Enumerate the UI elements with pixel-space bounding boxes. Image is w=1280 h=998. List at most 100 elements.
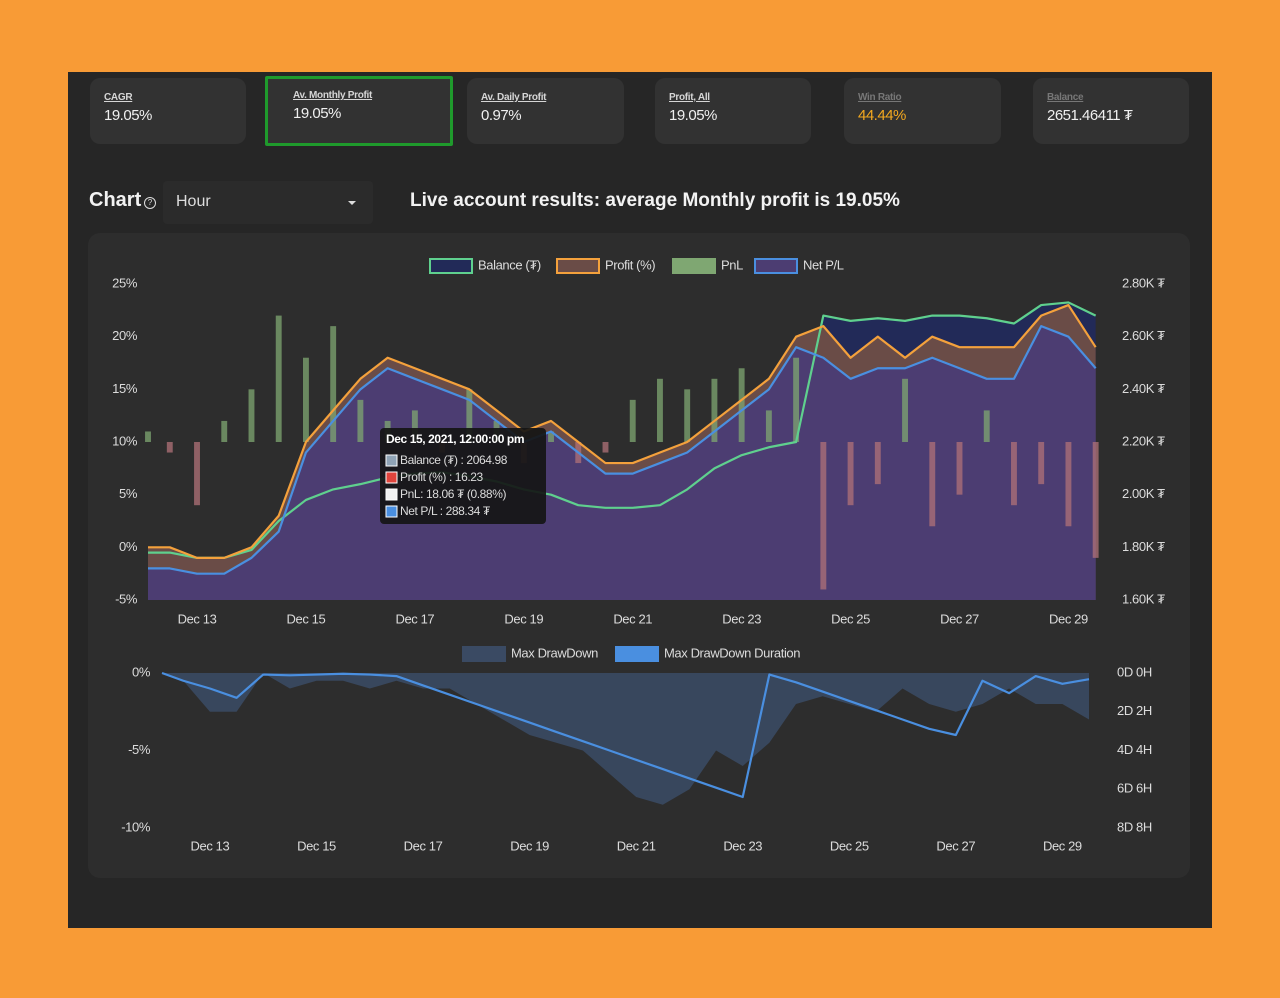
stat-value: 19.05% [104, 107, 152, 124]
bar [684, 389, 691, 442]
bar [820, 442, 827, 590]
bar [302, 357, 309, 442]
stat-card: Av. Daily Profit 0.97% [467, 78, 624, 144]
y2-tick-label: 6D 6H [1117, 781, 1152, 796]
y-tick-label: -5% [128, 742, 151, 757]
y-tick-label: 15% [112, 381, 138, 396]
tooltip-line: Balance (₮) : 2064.98 [400, 453, 508, 467]
y2-tick-label: 1.60K ₮ [1122, 591, 1165, 606]
bar [330, 326, 337, 442]
stat-label: Profit, All [669, 92, 710, 103]
stat-card: Av. Monthly Profit 19.05% [265, 76, 453, 146]
y-tick-label: 0% [132, 664, 151, 679]
x-tick-label: Dec 29 [1043, 838, 1082, 853]
area [148, 326, 1096, 600]
bar [711, 378, 718, 442]
tooltip-line: PnL: 18.06 ₮ (0.88%) [400, 487, 506, 501]
stat-label: Win Ratio [858, 92, 902, 103]
tooltip-title: Dec 15, 2021, 12:00:00 pm [386, 432, 524, 446]
bar [411, 410, 418, 442]
bar [1011, 442, 1017, 506]
line [148, 325, 1097, 575]
stat-value: 44.44% [858, 107, 906, 124]
legend-label: Profit (%) [605, 257, 655, 272]
stat-label: Av. Monthly Profit [293, 90, 373, 101]
tooltip-swatch [385, 488, 398, 501]
bar [145, 431, 151, 442]
line [148, 303, 1097, 559]
stat-value: 19.05% [293, 105, 341, 122]
stat-value: 19.05% [669, 107, 717, 124]
x-tick-label: Dec 15 [287, 611, 326, 626]
x-tick-label: Dec 21 [617, 838, 656, 853]
legend-swatch [672, 258, 716, 274]
bar [275, 315, 282, 442]
stat-card: Profit, All 19.05% [655, 78, 811, 144]
legend-label: Balance (₮) [478, 257, 541, 272]
bar [1038, 442, 1045, 485]
x-tick-label: Dec 21 [613, 611, 652, 626]
y2-tick-label: 2.20K ₮ [1122, 433, 1165, 448]
help-icon[interactable]: ? [144, 197, 156, 209]
bar [602, 442, 609, 453]
bar [466, 389, 473, 442]
stat-label: Balance [1047, 92, 1084, 103]
stat-label: CAGR [104, 92, 133, 103]
bar [929, 442, 936, 527]
y2-tick-label: 4D 4H [1117, 742, 1152, 757]
stat-value: 0.97% [481, 107, 522, 124]
y-tick-label: 20% [112, 328, 138, 343]
y-tick-label: 10% [112, 433, 138, 448]
legend-label: Net P/L [803, 257, 844, 272]
tooltip-line: Profit (%) : 16.23 [400, 470, 484, 484]
y2-tick-label: 2.40K ₮ [1122, 381, 1165, 396]
x-tick-label: Dec 15 [297, 838, 336, 853]
legend-label: PnL [721, 257, 743, 272]
bar [657, 378, 663, 442]
y-tick-label: 5% [119, 486, 138, 501]
y-tick-label: 0% [119, 539, 138, 554]
x-tick-label: Dec 25 [830, 838, 869, 853]
y2-tick-label: 2D 2H [1117, 703, 1152, 718]
stat-card: Balance 2651.46411 ₮ [1033, 78, 1189, 144]
bar [1092, 442, 1099, 558]
area [162, 673, 1090, 805]
bar [956, 442, 963, 495]
y2-tick-label: 2.80K ₮ [1122, 275, 1165, 290]
x-tick-label: Dec 25 [831, 611, 870, 626]
interval-select[interactable]: Hour [163, 181, 373, 224]
x-tick-label: Dec 17 [395, 611, 434, 626]
headline: Live account results: average Monthly pr… [410, 190, 900, 211]
x-tick-label: Dec 27 [940, 611, 979, 626]
x-tick-label: Dec 23 [722, 611, 761, 626]
y2-tick-label: 2.00K ₮ [1122, 486, 1165, 501]
y2-tick-label: 1.80K ₮ [1122, 539, 1165, 554]
bar [738, 368, 745, 442]
bar [194, 442, 200, 506]
line [161, 671, 1090, 799]
bar [221, 420, 228, 442]
stat-card: Win Ratio 44.44% [844, 78, 1001, 144]
legend-swatch [429, 258, 473, 274]
legend-swatch [754, 258, 798, 274]
tooltip-swatch [385, 454, 398, 467]
bar [983, 410, 990, 442]
x-tick-label: Dec 19 [510, 838, 549, 853]
x-tick-label: Dec 19 [504, 611, 543, 626]
stat-value: 2651.46411 ₮ [1047, 107, 1133, 124]
legend-swatch [462, 646, 506, 662]
x-tick-label: Dec 13 [178, 611, 217, 626]
y2-tick-label: 0D 0H [1117, 664, 1152, 679]
bar [847, 442, 854, 506]
legend-swatch [556, 258, 600, 274]
x-tick-label: Dec 13 [191, 838, 230, 853]
y-tick-label: -5% [115, 591, 138, 606]
legend-label: Max DrawDown [511, 645, 598, 660]
bar [248, 389, 255, 442]
bar [629, 399, 636, 442]
line [148, 301, 1097, 559]
legend-swatch [615, 646, 659, 662]
section-title: Chart [89, 189, 142, 211]
tooltip-swatch [385, 471, 398, 484]
tooltip: Dec 15, 2021, 12:00:00 pm Balance (₮) : … [380, 428, 546, 524]
